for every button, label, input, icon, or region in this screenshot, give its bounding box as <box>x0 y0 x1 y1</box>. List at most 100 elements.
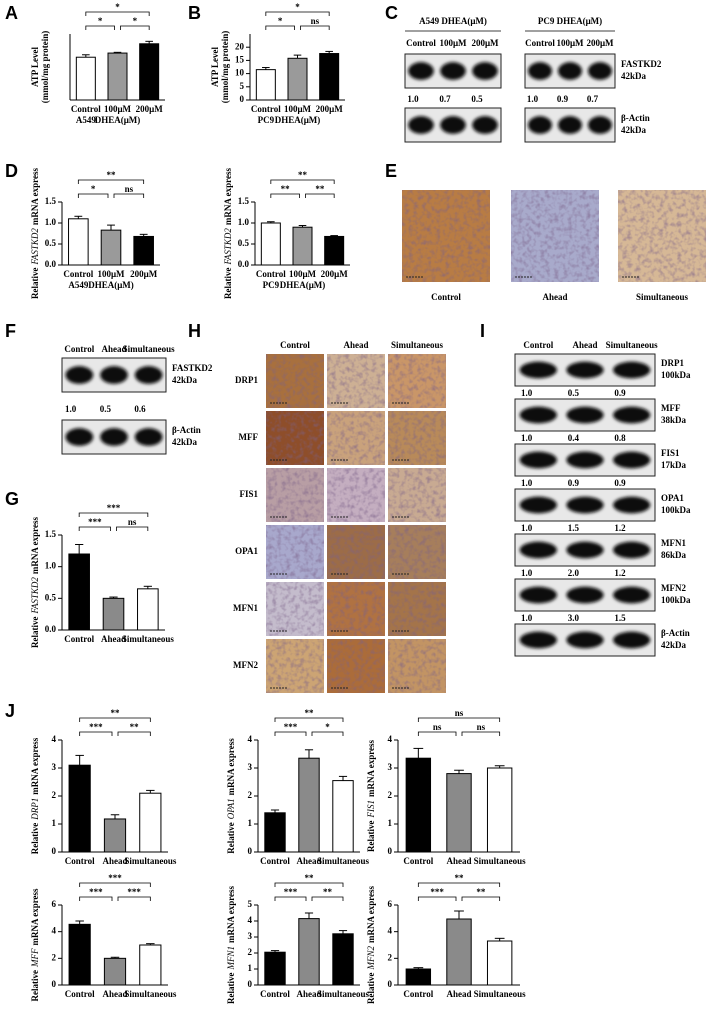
bar-chart: 0 5 10 15 20 Control 100μM 200μM PC9 DHEA(μM) ATP … <box>210 2 345 125</box>
y-tick-label: 4 <box>248 915 253 925</box>
blot-band <box>566 541 604 559</box>
ihc-texture <box>388 639 446 693</box>
protein-size: 100kDa <box>661 505 691 515</box>
protein-name: DRP1 <box>661 358 684 368</box>
band-ratio: 0.5 <box>568 388 580 398</box>
bar <box>103 818 127 853</box>
significance-label: *** <box>107 503 121 513</box>
y-axis-label: ATP Level <box>30 46 40 87</box>
panel-letter: F <box>5 321 16 341</box>
y-tick-label: 2 <box>388 790 393 800</box>
ihc-texture <box>327 582 385 636</box>
significance-label: ns <box>455 708 464 718</box>
significance-label: ** <box>111 708 121 718</box>
significance-label: ns <box>125 184 134 194</box>
significance-bracket <box>300 25 330 30</box>
ihc-texture <box>388 582 446 636</box>
x-tick-label: 100μM <box>284 104 312 114</box>
y-label-suffix: mRNA express <box>366 739 376 797</box>
significance-bracket <box>461 731 501 736</box>
x-tick-label: Ahead <box>296 989 321 999</box>
ihc-texture <box>266 411 324 465</box>
y-tick-label: 1.5 <box>45 196 57 206</box>
panel-letter: D <box>5 161 18 181</box>
significance-label: ** <box>323 887 333 897</box>
blot-band <box>566 361 604 379</box>
ihc-texture <box>327 411 385 465</box>
significance-label: ** <box>455 873 465 883</box>
bar-chart: 0 2 4 6 Control Ahead Simultaneous Relative MFN2… <box>366 873 526 1004</box>
band-ratio: 1.5 <box>614 613 626 623</box>
protein-size: 86kDa <box>661 550 687 560</box>
significance-bracket <box>113 193 145 198</box>
significance-bracket <box>417 731 457 736</box>
blot-band <box>588 116 612 134</box>
band-ratio: 1.5 <box>568 523 580 533</box>
y-tick-label: 1.0 <box>238 217 250 227</box>
protein-name: OPA1 <box>661 493 684 503</box>
protein-size: 100kDa <box>661 370 691 380</box>
blot-band <box>558 116 582 134</box>
ihc-texture <box>388 354 446 408</box>
bar <box>486 767 513 853</box>
blot-band <box>408 62 434 80</box>
significance-bracket <box>77 179 145 184</box>
blot-band <box>440 116 466 134</box>
x-tick-label: Simultaneous <box>122 634 175 644</box>
y-tick-label: 10 <box>235 68 245 78</box>
blot-band <box>613 631 651 649</box>
bar-chart: 0.0 0.5 1.0 1.5 Control 100μM 200μM PC9 DHEA(μM)… <box>223 168 350 299</box>
x-tick-label: Control <box>71 104 101 114</box>
y-label-suffix: mRNA express <box>30 168 40 226</box>
bar <box>298 757 320 853</box>
y-tick-label: 2 <box>248 790 253 800</box>
significance-label: ns <box>477 722 486 732</box>
protein-name: MFN2 <box>661 583 686 593</box>
y-tick-label: 4 <box>388 926 393 936</box>
bar <box>103 957 127 986</box>
y-tick-label: 3 <box>248 762 253 772</box>
x-tick-label: Ahead <box>101 634 126 644</box>
blot-band <box>519 496 557 514</box>
significance-bracket <box>265 25 295 30</box>
significance-bracket <box>117 731 151 736</box>
y-tick-label: 4 <box>248 734 253 744</box>
x-tick-label: Control <box>256 269 286 279</box>
y-label-gene: FASTKD2 <box>30 577 40 615</box>
significance-bracket <box>120 25 150 30</box>
protein-size: 42kDa <box>172 437 198 447</box>
protein-size: 42kDa <box>172 375 198 385</box>
panel-letter: C <box>385 3 398 23</box>
bar <box>264 951 286 986</box>
y-tick-label: 4 <box>52 926 57 936</box>
significance-label: ns <box>433 722 442 732</box>
bar <box>446 918 472 986</box>
x-tick-label: 200μM <box>321 269 349 279</box>
ihc-panel: Control Ahead Simultaneous <box>402 190 706 302</box>
y-axis-label: Relative FIS1 mRNA express <box>366 739 376 852</box>
band-ratio: 1.0 <box>65 404 77 414</box>
significance-bracket <box>274 717 344 722</box>
lane-label: Simultaneous <box>123 344 176 354</box>
y-label-prefix: Relative <box>30 267 40 299</box>
band-ratio: 1.0 <box>521 388 533 398</box>
band-ratio: 0.5 <box>471 94 483 104</box>
blot-band <box>519 631 557 649</box>
lane-label: 100μM <box>439 38 467 48</box>
y-label-suffix: mRNA express <box>30 888 40 946</box>
y-tick-label: 3 <box>52 762 57 772</box>
significance-label: * <box>98 16 103 26</box>
blot-band <box>519 406 557 424</box>
band-ratio: 0.7 <box>587 94 599 104</box>
y-label-gene: DRP1 <box>30 798 40 821</box>
significance-bracket <box>417 896 457 901</box>
blot-band <box>100 428 128 446</box>
band-ratio: 3.0 <box>568 613 580 623</box>
y-tick-label: 1.0 <box>45 217 57 227</box>
bar <box>319 53 340 101</box>
western-blot: PC9 DHEA(μM) Control 100μM 200μM FASTKD2 42kD… <box>524 16 662 143</box>
band-ratio: 1.0 <box>521 523 533 533</box>
y-label-gene: MFN1 <box>226 946 236 971</box>
